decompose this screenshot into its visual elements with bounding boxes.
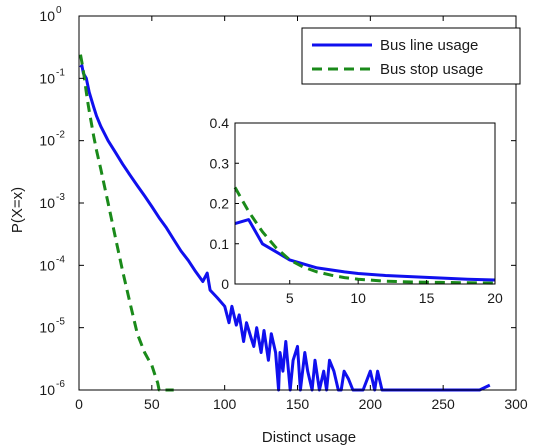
y-tick-label: 10: [39, 8, 55, 24]
inset-y-tick-label: 0: [221, 276, 229, 292]
legend: Bus line usage Bus stop usage: [301, 27, 521, 85]
y-tick-label: 10: [39, 320, 55, 336]
main-series-bus-stop-usage: [79, 54, 174, 392]
x-tick-label: 300: [504, 396, 528, 412]
x-tick-label: 0: [75, 396, 83, 412]
inset-x-tick-label: 15: [419, 290, 435, 306]
y-tick-label: 10: [39, 382, 55, 398]
y-tick-exponent: -1: [56, 67, 65, 78]
y-tick-label: 10: [39, 133, 55, 149]
y-axis-label: P(X=x): [9, 187, 26, 233]
x-tick-label: 250: [431, 396, 455, 412]
x-tick-label: 50: [144, 396, 160, 412]
y-tick-exponent: -6: [56, 379, 65, 390]
inset-plot: 5 10 15 20 0 0.1 0.2 0.3 0.4: [210, 115, 503, 306]
y-tick-exponent: -4: [56, 254, 65, 265]
inset-y-tick-label: 0.1: [210, 236, 230, 252]
inset-y-tick-label: 0.3: [210, 155, 230, 171]
inset-series-bus-stop-usage: [233, 186, 496, 285]
legend-label-bus-stop: Bus stop usage: [380, 61, 483, 78]
legend-box: [301, 27, 521, 85]
legend-label-bus-line: Bus line usage: [380, 37, 478, 54]
main-series-bus-line-usage: [79, 64, 491, 392]
inset-series-bus-line-usage: [234, 218, 496, 282]
inset-background: [235, 123, 495, 284]
inset-y-tick-label: 0.2: [210, 196, 230, 212]
y-tick-label: 10: [39, 257, 55, 273]
y-tick-exponent: -3: [56, 192, 65, 203]
x-tick-label: 200: [359, 396, 383, 412]
y-tick-exponent: -2: [56, 130, 65, 141]
inset-x-tick-label: 5: [286, 290, 294, 306]
main-plot: 0 50 100 150 200 250 30010-610-510-410-310-210…: [39, 5, 527, 412]
y-tick-exponent: -5: [56, 317, 65, 328]
y-tick-exponent: 0: [56, 5, 62, 16]
y-tick-label: 10: [39, 70, 55, 86]
x-tick-label: 150: [286, 396, 310, 412]
x-tick-label: 100: [213, 396, 237, 412]
x-axis-label: Distinct usage: [262, 429, 356, 446]
inset-x-tick-label: 10: [350, 290, 366, 306]
inset-x-tick-label: 20: [487, 290, 503, 306]
inset-y-tick-label: 0.4: [210, 115, 230, 131]
y-tick-label: 10: [39, 195, 55, 211]
